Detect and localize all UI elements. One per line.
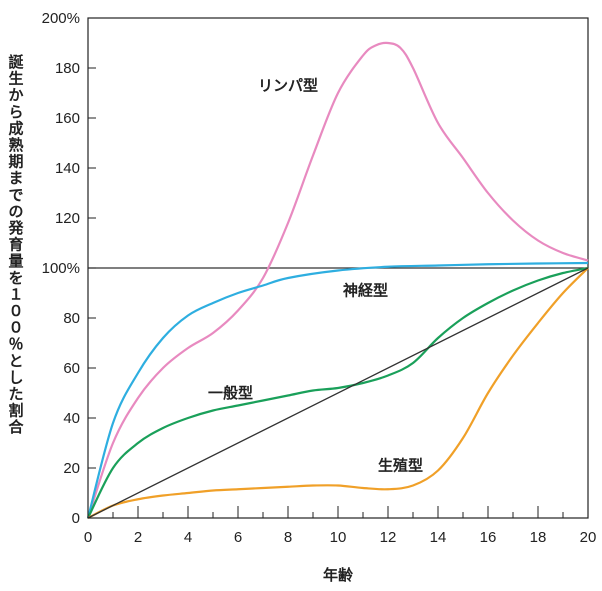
x-axis-title: 年齢 [323,566,354,584]
y-axis-title-char: た [8,385,23,403]
y-axis-title-char: で [8,186,23,204]
y-axis-title-char: 生 [8,70,23,88]
x-tick-label: 16 [480,529,497,546]
y-tick-label: 20 [63,460,80,477]
y-axis-title-char: と [8,352,23,370]
y-axis-title-char: 成 [8,119,23,137]
y-axis-title-char: ０ [8,319,23,337]
y-tick-label: 160 [55,110,80,127]
y-axis-title-char: 量 [8,252,23,270]
series-label-lymphoid: リンパ型 [258,77,318,95]
y-axis-title-char: ら [8,103,23,121]
y-tick-label: 140 [55,160,80,177]
x-tick-label: 20 [580,529,597,546]
y-tick-label: 100% [42,260,80,277]
y-axis-title-char: 熟 [8,136,23,154]
y-axis-title-char: 誕 [8,53,23,71]
x-tick-label: 18 [530,529,547,546]
diagonal-reference-line [87,267,589,519]
y-axis-title-char: ま [8,169,23,187]
x-tick-label: 2 [134,529,142,546]
series-label-neural: 神経型 [343,282,388,300]
y-tick-label: 180 [55,60,80,77]
x-tick-label: 6 [234,529,242,546]
y-axis-title-char: を [8,269,23,287]
y-axis-title-char: し [8,368,23,386]
series-line-lymphoid [86,41,589,519]
series-line-genital [87,267,589,519]
y-axis-title-char: ０ [8,302,23,320]
series-line-neural [86,261,589,519]
x-tick-label: 0 [84,529,92,546]
axis-ticks: 0 2 4 6 8 10 12 14 16 18 20 0 20 40 60 80 100% 120 140 160 1… [42,10,597,546]
y-axis-title-char: か [8,86,23,104]
x-tick-label: 12 [380,529,397,546]
x-tick-label: 14 [430,529,447,546]
y-tick-label: 120 [55,210,80,227]
y-axis-title-char: 合 [7,418,24,436]
y-axis-title-char: 発 [7,219,24,237]
x-tick-label: 8 [284,529,292,546]
y-axis-title-char: ％ [8,335,23,353]
series-lines [86,41,589,519]
y-axis-title-char: の [8,202,23,220]
y-tick-label: 60 [63,360,80,377]
y-tick-label: 200% [42,10,80,27]
y-tick-label: 40 [63,410,80,427]
y-axis-title-char: 育 [8,236,23,254]
series-label-genital: 生殖型 [378,457,423,475]
y-axis-title-char: 期 [8,153,23,171]
y-tick-label: 0 [72,510,80,527]
y-axis-title-char: 割 [8,402,23,420]
y-axis-title-char: １ [8,285,23,303]
series-label-general: 一般型 [208,384,253,402]
series-line-general [87,266,589,519]
x-tick-label: 4 [184,529,192,546]
y-tick-label: 80 [63,310,80,327]
x-tick-label: 10 [330,529,347,546]
